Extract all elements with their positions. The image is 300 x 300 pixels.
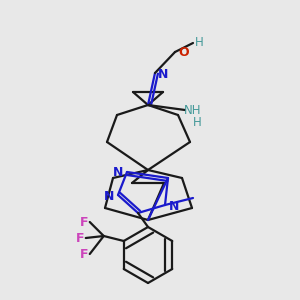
Text: F: F bbox=[80, 217, 88, 230]
Text: H: H bbox=[195, 35, 203, 49]
Text: N: N bbox=[169, 200, 179, 212]
Text: F: F bbox=[80, 248, 88, 262]
Text: F: F bbox=[76, 232, 84, 245]
Text: H: H bbox=[193, 116, 201, 128]
Text: N: N bbox=[158, 68, 168, 82]
Text: NH: NH bbox=[184, 104, 202, 118]
Text: N: N bbox=[104, 190, 114, 202]
Text: O: O bbox=[179, 46, 189, 59]
Text: N: N bbox=[113, 167, 123, 179]
